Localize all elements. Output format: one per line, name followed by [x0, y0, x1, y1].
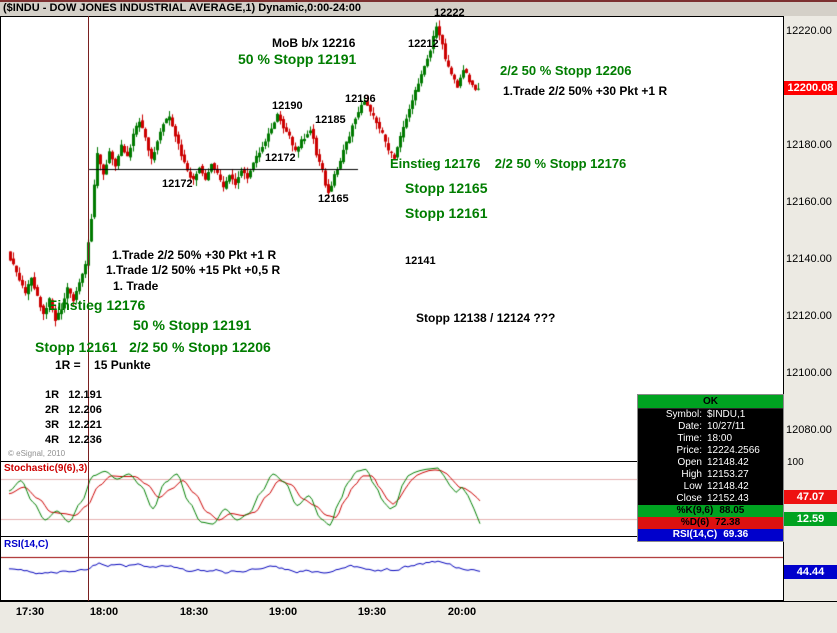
price-axis-label: 12180.00	[786, 139, 832, 151]
row-value: $INDU,1	[707, 409, 746, 420]
window-title: ($INDU - DOW JONES INDUSTRIAL AVERAGE,1)…	[3, 2, 361, 14]
price-axis-label: 12080.00	[786, 424, 832, 436]
price-axis-label: 12100.00	[786, 367, 832, 379]
data-window-indicator-row: RSI(14,C) 69.36	[638, 529, 783, 541]
stochastic-d-badge: 47.07	[784, 490, 837, 504]
row-label: Time:	[677, 433, 702, 444]
indicator-value: 69.36	[723, 529, 749, 540]
data-window-row: Date: 10/27/11	[638, 421, 783, 433]
row-label: High	[681, 469, 702, 480]
data-window-popup[interactable]: OK Symbol: $INDU,1 Date: 10/27/11 Time: 18:00…	[637, 394, 784, 542]
row-label: Symbol:	[665, 409, 702, 420]
stochastic-k-badge: 12.59	[784, 512, 837, 526]
time-axis-label: 18:30	[179, 606, 209, 618]
row-value: 12224.2566	[707, 445, 760, 456]
data-window-row: Open 12148.42	[638, 457, 783, 469]
row-label: Date:	[678, 421, 702, 432]
data-window-ok-button[interactable]: OK	[638, 395, 783, 409]
data-window-row: Low 12148.42	[638, 481, 783, 493]
price-axis-label: 12140.00	[786, 253, 832, 265]
window-titlebar[interactable]: ($INDU - DOW JONES INDUSTRIAL AVERAGE,1)…	[0, 0, 837, 16]
row-value: 12153.27	[707, 469, 749, 480]
indicator-value: 72.38	[715, 517, 741, 528]
price-axis-label: 12160.00	[786, 196, 832, 208]
rsi-canvas[interactable]	[1, 537, 783, 600]
rsi-value-badge: 44.44	[784, 565, 837, 579]
row-value: 10/27/11	[707, 421, 746, 432]
data-window-row: Close 12152.43	[638, 493, 783, 505]
stochastic-label: Stochastic(9(6),3)	[4, 463, 88, 474]
crosshair-vertical-line	[88, 16, 89, 601]
indicator-label: %D(6)	[680, 517, 710, 528]
price-axis-label: 12220.00	[786, 25, 832, 37]
rsi-panel	[0, 536, 784, 601]
main-chart-panel	[0, 16, 784, 462]
row-value: 12148.42	[707, 457, 749, 468]
time-axis-label: 17:30	[15, 606, 45, 618]
indicator-value: 88.05	[719, 505, 745, 516]
row-value: 12152.43	[707, 493, 749, 504]
indicator-label: RSI(14,C)	[672, 529, 718, 540]
row-value: 12148.42	[707, 481, 749, 492]
row-label: Low	[683, 481, 702, 492]
time-axis[interactable]: 17:30 18:00 18:30 19:00 19:30 20:00	[0, 601, 837, 633]
stochastic-scale-100-label: 100	[787, 457, 804, 468]
time-axis-label: 19:00	[268, 606, 298, 618]
row-label: Close	[676, 493, 702, 504]
rsi-label: RSI(14,C)	[4, 539, 49, 550]
data-window-row: High 12153.27	[638, 469, 783, 481]
data-window-indicator-row: %K(9,6) 88.05	[638, 505, 783, 517]
data-window-row: Time: 18:00	[638, 433, 783, 445]
row-label: Open	[677, 457, 702, 468]
row-label: Price:	[676, 445, 702, 456]
last-price-badge: 12200.08	[784, 81, 837, 95]
data-window-rows: Symbol: $INDU,1 Date: 10/27/11 Time: 18:00 Pri…	[638, 409, 783, 541]
time-axis-label: 18:00	[89, 606, 119, 618]
row-value: 18:00	[707, 433, 733, 444]
price-axis-label: 12120.00	[786, 310, 832, 322]
candlestick-canvas[interactable]	[1, 17, 783, 461]
time-axis-label: 20:00	[447, 606, 477, 618]
data-window-indicator-row: %D(6) 72.38	[638, 517, 783, 529]
data-window-row: Symbol: $INDU,1	[638, 409, 783, 421]
data-window-row: Price: 12224.2566	[638, 445, 783, 457]
price-axis[interactable]: 12200.08 100 47.07 12.59 44.44 12220.00 1…	[784, 16, 837, 601]
time-axis-label: 19:30	[357, 606, 387, 618]
indicator-label: %K(9,6)	[676, 505, 714, 516]
